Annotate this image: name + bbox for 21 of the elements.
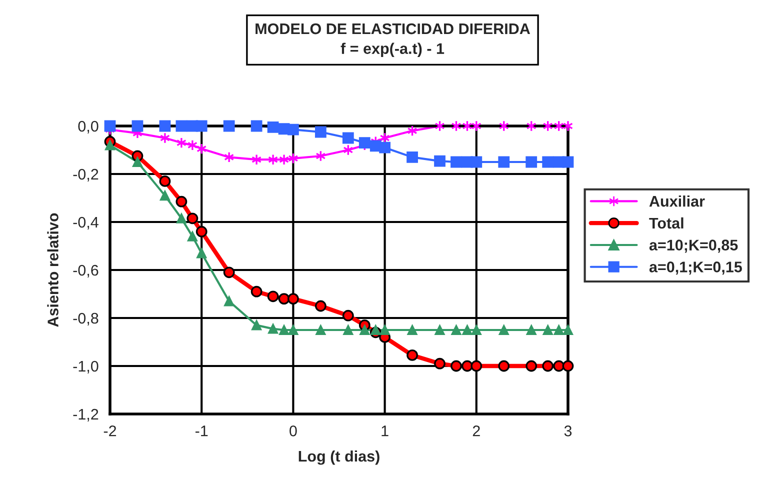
y-tick-label: -1,2 (73, 408, 98, 422)
y-tick-label: -0,4 (73, 216, 98, 230)
legend-label: Auxiliar (649, 196, 705, 207)
chart-title: MODELO DE ELASTICIDAD DIFERIDA (256, 23, 530, 34)
x-tick-label: -1 (195, 426, 208, 436)
x-tick-label: 3 (564, 426, 572, 436)
y-tick-label: -1,0 (73, 360, 98, 374)
x-tick-label: 1 (382, 426, 388, 436)
y-axis-title: Asiento relativo (47, 213, 58, 327)
x-axis-title: Log (t dias) (298, 450, 380, 465)
legend-label: a=0,1;K=0,15 (649, 262, 742, 275)
y-tick-label: 0,0 (78, 120, 98, 134)
x-tick-label: -2 (104, 426, 116, 436)
legend-label: Total (649, 217, 684, 229)
x-tick-label: 2 (472, 426, 480, 436)
y-tick-label: -0,2 (73, 168, 98, 182)
x-tick-label: 0 (290, 426, 297, 436)
y-tick-label: -0,8 (73, 312, 98, 326)
legend-label: a=10;K=0,85 (649, 240, 738, 253)
y-tick-label: -0,6 (73, 264, 98, 278)
chart-subtitle: f = exp(-a.t) - 1 (340, 42, 444, 58)
